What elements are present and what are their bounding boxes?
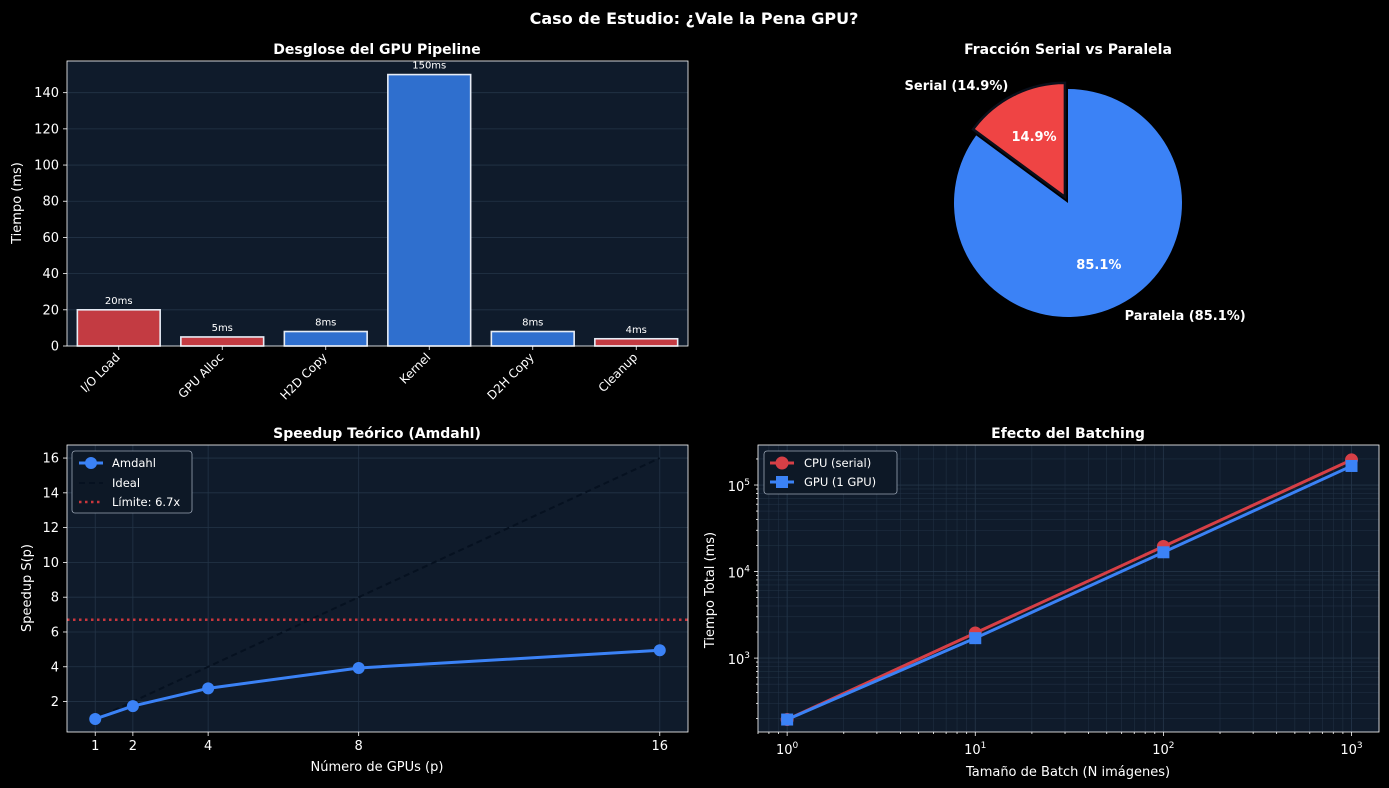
legend-ideal-label: Ideal <box>112 476 140 490</box>
legend-cpu-label: CPU (serial) <box>804 456 871 470</box>
amdahl-xtick-label: 4 <box>204 739 212 754</box>
amdahl-xtick-label: 2 <box>129 739 137 754</box>
batching-xtick-label: 101 <box>964 741 986 758</box>
cpu-line <box>786 458 1353 721</box>
amdahl-ytick-label: 8 <box>51 591 59 606</box>
bar-chart-frame <box>66 60 689 347</box>
gpu-line <box>786 464 1353 721</box>
bar-data-label: 150ms <box>412 61 446 72</box>
bar-chart-ytick-label: 80 <box>42 195 59 210</box>
bar-chart: 20ms 5ms 8ms 150ms 8ms 4ms 0 20 40 60 80 100 120 140… <box>10 42 689 403</box>
bar-h2d-copy <box>283 330 368 347</box>
bar-data-label: 5ms <box>212 323 233 334</box>
amdahl-xtick-label: 1 <box>91 739 99 754</box>
pie-pct-label: 14.9% <box>1011 130 1056 145</box>
amdahl-ylabel: Speedup S(p) <box>20 544 35 632</box>
amdahl-ytick-label: 14 <box>42 486 59 501</box>
batching-ytick-label: 105 <box>728 478 750 495</box>
pie-label: Paralela (85.1%) <box>1125 309 1246 324</box>
bar-chart-ytick-label: 40 <box>42 267 59 282</box>
gpu-point <box>781 713 794 726</box>
pie-slice-serial <box>971 81 1067 200</box>
bar-chart-ytick-label: 60 <box>42 231 59 246</box>
batching-xtick-label: 102 <box>1152 741 1174 758</box>
batching-title: Efecto del Batching <box>991 426 1145 442</box>
amdahl-ytick-label: 16 <box>42 452 59 467</box>
bar-data-label: 8ms <box>315 318 336 329</box>
ideal-line <box>94 457 661 720</box>
bar-kernel <box>387 73 472 347</box>
bar-chart-ytick-label: 0 <box>51 340 59 355</box>
legend-cpu-marker <box>775 456 789 470</box>
amdahl-point <box>202 682 215 695</box>
pie-pct-label: 85.1% <box>1076 258 1121 273</box>
bar-chart-ytick-label: 120 <box>34 122 59 137</box>
legend-gpu-label: GPU (1 GPU) <box>804 475 876 489</box>
amdahl-title: Speedup Teórico (Amdahl) <box>273 426 481 442</box>
legend-limit-label: Límite: 6.7x <box>112 495 180 509</box>
batching-xlabel: Tamaño de Batch (N imágenes) <box>965 765 1170 780</box>
amdahl-point <box>352 661 365 674</box>
pie-chart-title: Fracción Serial vs Paralela <box>964 42 1172 58</box>
bar-chart-plot-area <box>67 61 688 346</box>
amdahl-point <box>653 644 666 657</box>
bar-data-label: 8ms <box>522 318 543 329</box>
amdahl-legend: Amdahl Ideal Límite: 6.7x <box>71 450 193 514</box>
amdahl-ytick-label: 6 <box>51 625 59 640</box>
batching-legend-box <box>763 450 898 495</box>
amdahl-legend-box <box>71 450 193 514</box>
bar-i-o-load <box>76 309 161 347</box>
amdahl-ytick-label: 4 <box>51 660 59 675</box>
amdahl-ytick-label: 2 <box>51 695 59 710</box>
bar-chart-ytick-label: 20 <box>42 303 59 318</box>
batching-frame <box>757 444 1380 733</box>
legend-amdahl-marker <box>85 457 97 469</box>
batching-legend: CPU (serial) GPU (1 GPU) <box>763 450 898 495</box>
amdahl-ytick-label: 10 <box>42 556 59 571</box>
pie-slice-paralela <box>953 89 1182 317</box>
gpu-point <box>969 632 982 645</box>
amdahl-xtick-label: 16 <box>651 739 668 754</box>
amdahl-xtick-label: 8 <box>355 739 363 754</box>
bar-d2h-copy <box>490 330 575 347</box>
bar-data-label: 20ms <box>105 296 133 307</box>
bar-data-label: 4ms <box>626 325 647 336</box>
amdahl-ytick-label: 12 <box>42 521 59 536</box>
amdahl-point <box>126 700 139 713</box>
bar-cleanup <box>594 337 679 347</box>
batching-xtick-label: 100 <box>776 741 799 758</box>
legend-gpu-marker <box>776 476 788 488</box>
batching-ytick-label: 104 <box>728 565 751 582</box>
batching-ytick-label: 103 <box>728 651 750 668</box>
bar-chart-ytick-label: 100 <box>34 159 59 174</box>
batching-chart: 100 101 102 103 103 104 105 Efecto del Batchin… <box>703 426 1380 780</box>
legend-amdahl-label: Amdahl <box>112 456 156 470</box>
figure-title: Caso de Estudio: ¿Vale la Pena GPU? <box>530 9 859 28</box>
batching-ylabel: Tiempo Total (ms) <box>703 532 718 649</box>
amdahl-point <box>89 712 102 725</box>
bar-chart-title: Desglose del GPU Pipeline <box>273 42 480 58</box>
gpu-point <box>1157 546 1170 559</box>
bar-chart-ytick-label: 140 <box>34 86 59 101</box>
amdahl-frame <box>66 444 689 733</box>
bar-chart-ylabel: Tiempo (ms) <box>10 162 25 245</box>
bar-gpu-alloc <box>180 336 265 347</box>
pie-label: Serial (14.9%) <box>905 79 1009 94</box>
batching-xtick-label: 103 <box>1340 741 1362 758</box>
pie-chart: Fracción Serial vs Paralela 14.9% Serial … <box>905 42 1246 324</box>
gpu-point <box>1345 459 1358 472</box>
amdahl-xlabel: Número de GPUs (p) <box>311 760 444 775</box>
